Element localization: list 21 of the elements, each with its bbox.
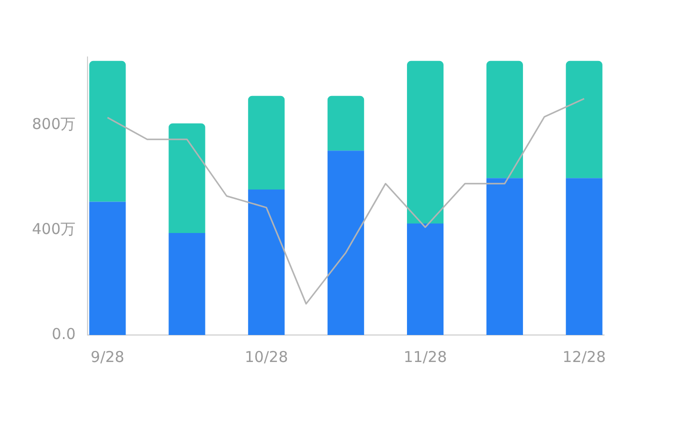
- bar: [168, 123, 206, 233]
- y-tick-label: 400万: [32, 220, 76, 238]
- y-tick-label: 0.0: [52, 324, 76, 343]
- y-tick-label: 800万: [32, 115, 76, 134]
- x-tick-label: 9/28: [90, 348, 124, 366]
- bar: [406, 60, 444, 224]
- bar: [89, 202, 126, 335]
- bar: [566, 178, 602, 335]
- bar: [486, 178, 523, 335]
- bar: [328, 150, 364, 335]
- x-tick-label: 10/28: [244, 348, 288, 366]
- bar: [248, 189, 285, 335]
- bar: [406, 224, 444, 335]
- bar: [566, 60, 602, 178]
- bar: [248, 96, 285, 190]
- bar: [168, 232, 206, 335]
- x-tick-label: 12/28: [562, 348, 606, 366]
- x-tick-label: 11/28: [404, 348, 447, 366]
- bar: [328, 96, 364, 151]
- bar: [89, 60, 126, 202]
- bar: [486, 60, 523, 178]
